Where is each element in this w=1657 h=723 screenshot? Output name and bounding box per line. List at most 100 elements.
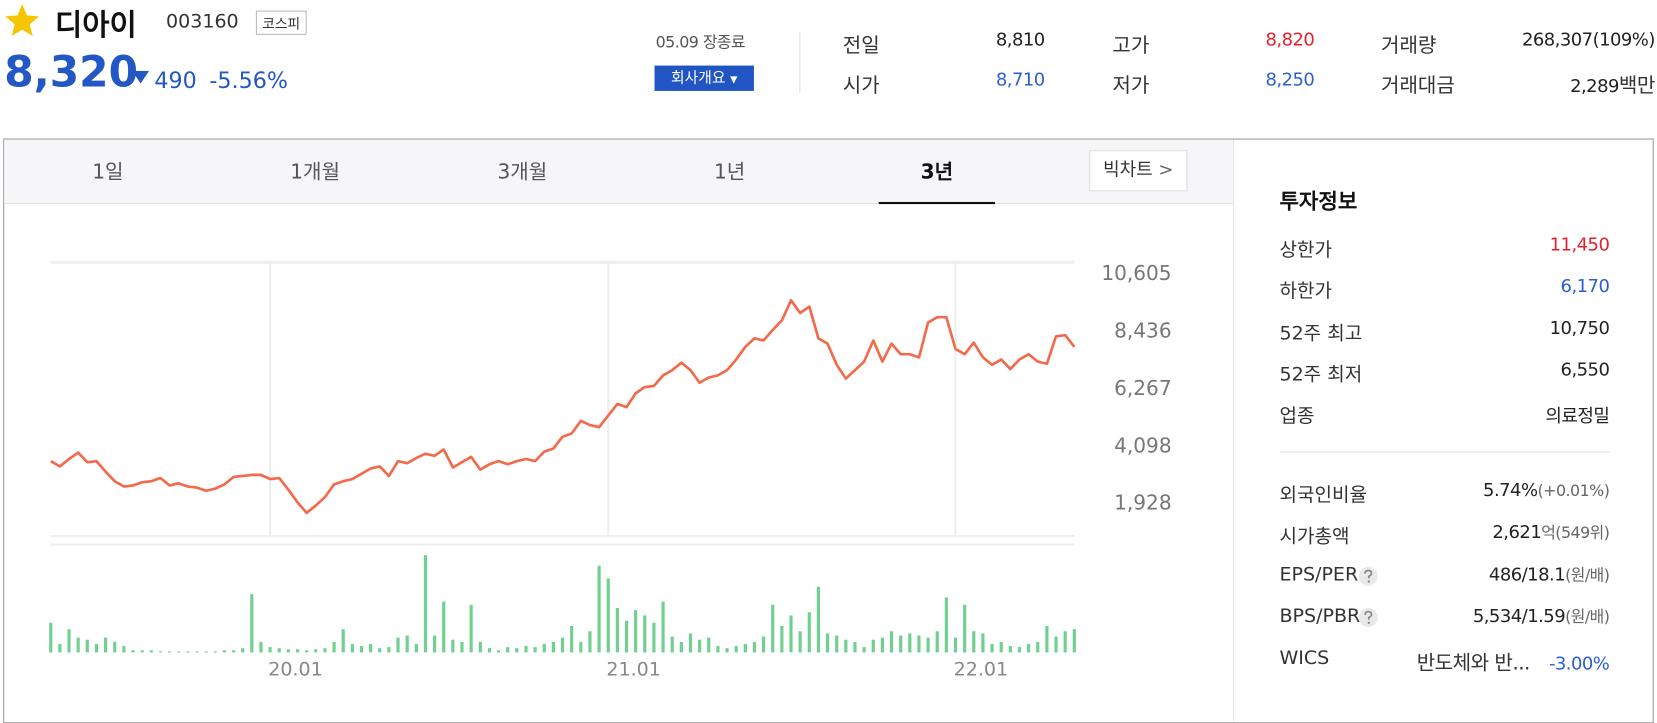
volume-bar [195,651,199,653]
invest-value: 5.74%(+0.01%) [1483,480,1610,502]
quote-value: 2,289백만 [1570,70,1655,99]
invest-label: 외국인비율 [1279,484,1368,507]
volume-bar [149,650,153,653]
volume-bar [94,643,99,653]
volume-bar [104,637,108,653]
volume-bar [1017,647,1022,653]
volume-bar [917,635,921,653]
volume-bar [423,555,428,653]
volume-bar [67,629,71,653]
volume-bar [186,651,190,653]
volume-bar [798,631,802,653]
volume-bar [1045,625,1049,653]
volume-bar [780,625,784,653]
big-chart-button[interactable]: 빅차트 > [1089,150,1188,192]
invest-value-text: 반도체와 반... [1416,651,1531,675]
volume-bar [734,646,738,653]
invest-sub: (원/배) [1565,606,1610,626]
invest-label: 52주 최고 [1279,322,1363,345]
volume-bar [295,649,300,653]
volume-bar [378,648,382,653]
volume-bar [177,651,181,653]
quote-value-text: 8,820 [1265,29,1315,51]
volume-bar [670,636,674,653]
volume-bar [113,641,117,653]
stock-code: 003160 [166,10,239,33]
volume-bar [908,633,912,653]
volume-bar [835,635,839,653]
volume-bar [341,629,345,653]
volume-bar [204,651,208,653]
company-button-label: 회사개요 [670,69,726,87]
volume-bar [158,651,163,653]
volume-bar [131,650,135,653]
volume-bar [323,648,327,653]
volume-bar [241,648,245,653]
volume-bar [524,646,528,653]
quote-label: 저가 [1112,74,1150,98]
invest-label: 업종 [1279,404,1315,428]
volume-bar [414,643,418,653]
price-change: 490 [154,67,197,94]
quote-label: 고가 [1112,33,1150,58]
volume-bar [853,641,857,653]
volume-bar [58,643,62,653]
price-line [50,298,1076,515]
invest-label: BPS/PBR [1279,604,1361,628]
period-tab[interactable]: 3년 [920,160,954,184]
quote-value: 268,307(109%) [1522,30,1655,51]
invest-value: 11,450 [1550,235,1610,256]
volume-bar [889,631,894,653]
volume-bar [442,601,446,653]
volume-bar [314,649,318,653]
period-tab[interactable]: 1일 [92,160,124,184]
invest-value-text: 의료정밀 [1545,406,1610,428]
big-chart-label: 빅차트 [1103,159,1153,181]
volume-bar [606,578,610,653]
volume-bar [76,637,80,653]
favorite-star[interactable] [3,2,41,38]
invest-value: 2,621억(549위) [1492,521,1609,543]
period-tab[interactable]: 3개월 [497,160,548,184]
quote-value-text: 8,710 [995,69,1045,91]
quote-value-text: 8,250 [1265,69,1315,91]
volume-bar [880,637,884,653]
volume-bar [369,643,373,653]
volume-bar [862,647,866,653]
volume-bar [506,647,510,653]
volume-bar [643,615,647,653]
volume-bar [515,648,519,653]
invest-sub: (+0.01%) [1537,481,1610,501]
invest-value-text: 486/18.1 [1488,564,1566,586]
help-icon[interactable] [1358,566,1379,587]
invest-value-text: 6,170 [1560,275,1610,298]
volume-bar [387,647,391,653]
volume-bar [953,637,958,653]
volume-bar [661,601,665,653]
volume-bar [533,647,537,653]
volume-bar [1027,643,1031,653]
quote-value: 8,810 [996,30,1045,51]
period-tab[interactable]: 1년 [713,160,746,184]
company-button[interactable]: 회사개요 ▼ [654,65,754,91]
volume-bar [725,648,729,653]
volume-bar [496,650,501,653]
quote-value-text: 8,810 [995,29,1045,51]
invest-value: 반도체와 반... -3.00% [1417,647,1610,676]
invest-value-text: 5,534/1.59 [1472,605,1566,628]
period-tab[interactable]: 1개월 [290,160,340,184]
volume-bar [926,637,930,653]
help-icon[interactable] [1358,607,1379,628]
y-tick-label: 1,928 [1114,491,1171,515]
invest-value-text: 10,750 [1549,318,1610,340]
invest-value-text: 5.74% [1483,480,1538,502]
volume-bar [615,608,619,653]
quote-value: 8,820 [1266,30,1315,51]
invest-label: EPS/PER [1279,563,1359,586]
volume-bar [789,615,793,653]
quote-unit: 백만 [1618,74,1655,98]
volume-bar [743,643,747,653]
volume-bar [1036,641,1040,653]
stock-name: 디아이 [54,7,137,43]
